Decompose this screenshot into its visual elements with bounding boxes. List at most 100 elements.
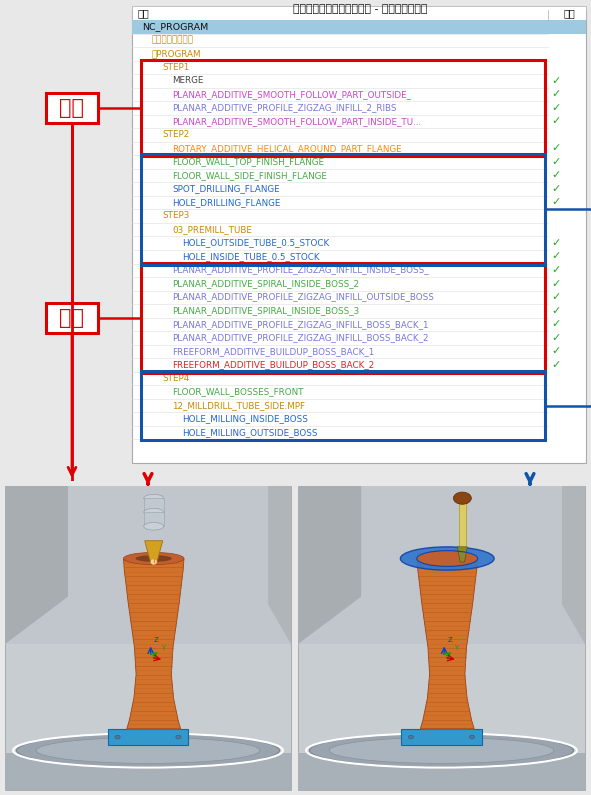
- Bar: [108, 729, 188, 746]
- Polygon shape: [417, 559, 478, 729]
- Text: 積層: 積層: [60, 308, 85, 328]
- Ellipse shape: [124, 553, 184, 564]
- Text: HOLE_INSIDE_TUBE_0.5_STOCK: HOLE_INSIDE_TUBE_0.5_STOCK: [182, 252, 320, 261]
- Text: 積層: 積層: [60, 98, 85, 118]
- Text: FREEFORM_ADDITIVE_BUILDUP_BOSS_BACK_1: FREEFORM_ADDITIVE_BUILDUP_BOSS_BACK_1: [172, 347, 374, 355]
- Text: PROGRAM: PROGRAM: [152, 49, 202, 58]
- Text: PLANAR_ADDITIVE_PROFILE_ZIGZAG_INFILL_BOSS_BACK_2: PLANAR_ADDITIVE_PROFILE_ZIGZAG_INFILL_BO…: [172, 333, 428, 342]
- Ellipse shape: [429, 555, 465, 562]
- Polygon shape: [457, 547, 467, 562]
- Text: ✓: ✓: [551, 89, 561, 99]
- Text: 12_MILLDRILL_TUBE_SIDE.MPF: 12_MILLDRILL_TUBE_SIDE.MPF: [172, 401, 305, 409]
- Text: ✓: ✓: [551, 278, 561, 289]
- Text: PLANAR_ADDITIVE_SMOOTH_FOLLOW_PART_INSIDE_TU...: PLANAR_ADDITIVE_SMOOTH_FOLLOW_PART_INSID…: [172, 117, 421, 126]
- Ellipse shape: [310, 734, 573, 767]
- Text: Z: Z: [154, 637, 158, 642]
- Text: ✓: ✓: [551, 346, 561, 356]
- Text: Z: Z: [447, 637, 452, 642]
- Bar: [132, 6, 586, 20]
- Text: ✓: ✓: [551, 184, 561, 194]
- Text: ✓: ✓: [551, 332, 561, 343]
- Text: STEP2: STEP2: [162, 130, 189, 139]
- Text: ✓: ✓: [551, 143, 561, 153]
- Text: 03_PREMILL_TUBE: 03_PREMILL_TUBE: [172, 225, 252, 234]
- Text: ✓: ✓: [551, 116, 561, 126]
- Ellipse shape: [417, 551, 478, 566]
- Text: PLANAR_ADDITIVE_SPIRAL_INSIDE_BOSS_3: PLANAR_ADDITIVE_SPIRAL_INSIDE_BOSS_3: [172, 306, 359, 315]
- Polygon shape: [268, 486, 291, 644]
- Ellipse shape: [329, 738, 554, 763]
- Text: HOLE_OUTSIDE_TUBE_0.5_STOCK: HOLE_OUTSIDE_TUBE_0.5_STOCK: [182, 238, 329, 247]
- Text: Y: Y: [454, 645, 459, 651]
- Text: ✓: ✓: [551, 157, 561, 167]
- Bar: [298, 754, 585, 790]
- Text: パス: パス: [564, 8, 576, 18]
- Text: ✓: ✓: [551, 292, 561, 302]
- Text: ✓: ✓: [551, 319, 561, 329]
- Text: PLANAR_ADDITIVE_PROFILE_ZIGZAG_INFILL_OUTSIDE_BOSS: PLANAR_ADDITIVE_PROFILE_ZIGZAG_INFILL_OU…: [172, 293, 434, 301]
- Text: FLOOR_WALL_BOSSES_FRONT: FLOOR_WALL_BOSSES_FRONT: [172, 387, 304, 396]
- Text: ✓: ✓: [551, 197, 561, 207]
- Text: STEP3: STEP3: [162, 211, 189, 220]
- Ellipse shape: [17, 734, 280, 767]
- Bar: [141, 154, 545, 265]
- Text: FLOOR_WALL_SIDE_FINISH_FLANGE: FLOOR_WALL_SIDE_FINISH_FLANGE: [172, 171, 327, 180]
- Polygon shape: [145, 541, 163, 562]
- Bar: [5, 486, 291, 644]
- Text: STEP4: STEP4: [162, 374, 189, 382]
- FancyBboxPatch shape: [46, 93, 98, 123]
- Ellipse shape: [453, 492, 472, 504]
- Text: MERGE: MERGE: [172, 76, 203, 85]
- Ellipse shape: [151, 559, 157, 564]
- Text: ✓: ✓: [551, 76, 561, 86]
- Text: ✓: ✓: [551, 170, 561, 180]
- Text: ✓: ✓: [551, 265, 561, 275]
- Text: PLANAR_ADDITIVE_PROFILE_ZIGZAG_INFILL_2_RIBS: PLANAR_ADDITIVE_PROFILE_ZIGZAG_INFILL_2_…: [172, 103, 397, 112]
- Text: ✓: ✓: [551, 238, 561, 248]
- Text: STEP1: STEP1: [162, 63, 189, 72]
- Text: ✓: ✓: [551, 305, 561, 316]
- Bar: [132, 20, 586, 33]
- Polygon shape: [124, 559, 184, 729]
- Ellipse shape: [144, 509, 164, 516]
- Bar: [298, 486, 585, 790]
- Text: 未使用アイテム: 未使用アイテム: [152, 36, 194, 45]
- Bar: [298, 486, 585, 644]
- Text: ✓: ✓: [551, 359, 561, 370]
- Text: HOLE_MILLING_OUTSIDE_BOSS: HOLE_MILLING_OUTSIDE_BOSS: [182, 428, 317, 437]
- Polygon shape: [298, 486, 361, 644]
- Text: HOLE_DRILLING_FLANGE: HOLE_DRILLING_FLANGE: [172, 198, 280, 207]
- Text: FREEFORM_ADDITIVE_BUILDUP_BOSS_BACK_2: FREEFORM_ADDITIVE_BUILDUP_BOSS_BACK_2: [172, 360, 374, 369]
- Text: NC_PROGRAM: NC_PROGRAM: [142, 22, 208, 31]
- Ellipse shape: [176, 735, 181, 739]
- Text: PLANAR_ADDITIVE_SMOOTH_FOLLOW_PART_OUTSIDE_: PLANAR_ADDITIVE_SMOOTH_FOLLOW_PART_OUTSI…: [172, 90, 411, 99]
- Bar: [144, 498, 164, 512]
- Bar: [132, 10, 586, 463]
- Text: HOLE_MILLING_INSIDE_BOSS: HOLE_MILLING_INSIDE_BOSS: [182, 414, 308, 423]
- Bar: [5, 486, 291, 790]
- Text: ROTARY_ADDITIVE_HELICAL_AROUND_PART_FLANGE: ROTARY_ADDITIVE_HELICAL_AROUND_PART_FLAN…: [172, 144, 402, 153]
- Ellipse shape: [400, 547, 494, 570]
- Text: PLANAR_ADDITIVE_SPIRAL_INSIDE_BOSS_2: PLANAR_ADDITIVE_SPIRAL_INSIDE_BOSS_2: [172, 279, 359, 288]
- Polygon shape: [562, 486, 585, 644]
- Text: ✓: ✓: [551, 103, 561, 113]
- Text: 名前: 名前: [138, 8, 150, 18]
- Ellipse shape: [469, 735, 475, 739]
- Bar: [141, 262, 545, 373]
- Ellipse shape: [144, 494, 164, 502]
- Bar: [5, 754, 291, 790]
- Text: PLANAR_ADDITIVE_PROFILE_ZIGZAG_INFILL_BOSS_BACK_1: PLANAR_ADDITIVE_PROFILE_ZIGZAG_INFILL_BO…: [172, 320, 428, 328]
- Ellipse shape: [115, 735, 120, 739]
- Polygon shape: [5, 486, 68, 644]
- Bar: [144, 512, 164, 526]
- Bar: [401, 729, 482, 746]
- Bar: [141, 370, 545, 440]
- Bar: [459, 498, 466, 547]
- Text: ✓: ✓: [551, 251, 561, 262]
- Text: Y: Y: [161, 645, 165, 651]
- Text: PLANAR_ADDITIVE_PROFILE_ZIGZAG_INFILL_INSIDE_BOSS_: PLANAR_ADDITIVE_PROFILE_ZIGZAG_INFILL_IN…: [172, 266, 428, 274]
- Text: オペレーションナビゲータ - プログラム順序: オペレーションナビゲータ - プログラム順序: [293, 4, 427, 14]
- Ellipse shape: [36, 738, 260, 763]
- Ellipse shape: [417, 553, 478, 564]
- Text: FLOOR_WALL_TOP_FINISH_FLANGE: FLOOR_WALL_TOP_FINISH_FLANGE: [172, 157, 324, 166]
